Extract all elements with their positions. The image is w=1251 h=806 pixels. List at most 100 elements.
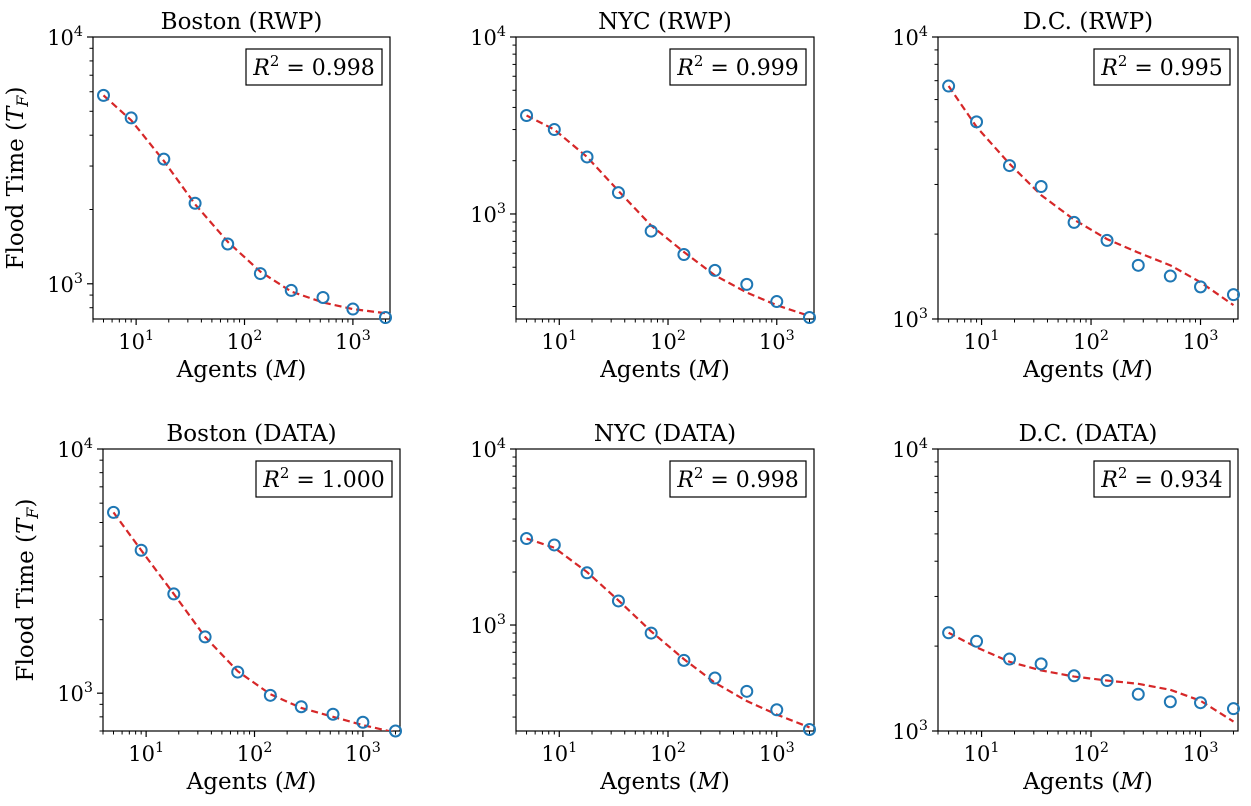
data-point bbox=[740, 684, 754, 698]
data-point bbox=[942, 79, 956, 93]
r2-annotation: R2 = 0.999 bbox=[669, 48, 807, 86]
r2-annotation: R2 = 0.934 bbox=[1093, 460, 1231, 498]
plot-area bbox=[526, 537, 810, 729]
r2-box bbox=[1093, 460, 1231, 498]
data-point bbox=[802, 311, 816, 325]
data-point bbox=[167, 587, 181, 601]
data-point bbox=[1100, 674, 1114, 688]
data-point bbox=[580, 150, 594, 164]
data-point bbox=[124, 111, 138, 125]
data-point bbox=[134, 543, 148, 557]
r2-label: R2 = 0.995 bbox=[1100, 52, 1223, 81]
subplot-title: D.C. (RWP) bbox=[1023, 9, 1153, 35]
x-axis-label: Agents (M) bbox=[1022, 769, 1153, 795]
data-point bbox=[677, 248, 691, 262]
data-point bbox=[1194, 696, 1208, 710]
subplot-title: NYC (DATA) bbox=[594, 421, 736, 447]
data-point bbox=[1034, 180, 1048, 194]
data-point bbox=[1163, 269, 1177, 283]
x-tick-label: 103 bbox=[335, 328, 371, 354]
data-point bbox=[644, 626, 658, 640]
data-point bbox=[1226, 702, 1240, 716]
x-tick-label: 101 bbox=[541, 328, 577, 354]
data-point bbox=[253, 267, 267, 281]
data-point bbox=[520, 109, 534, 123]
x-axis-label: Agents (M) bbox=[1022, 357, 1153, 383]
subplot-2: NYC (RWP) 101 102 103 103 104 Agents (M) R2 = 0… bbox=[470, 9, 816, 383]
subplot-4: Boston (DATA) 101 102 103 103 104 Agents (M) Fl… bbox=[13, 421, 403, 795]
data-point bbox=[356, 715, 370, 729]
x-tick-label: 101 bbox=[964, 740, 1000, 766]
data-point bbox=[520, 532, 534, 546]
axes-frame bbox=[515, 36, 815, 320]
y-tick-label: 104 bbox=[892, 436, 928, 462]
data-point bbox=[970, 115, 984, 129]
axes-frame bbox=[937, 448, 1239, 732]
data-point bbox=[1100, 233, 1114, 247]
data-point bbox=[547, 123, 561, 137]
data-point bbox=[1067, 215, 1081, 229]
r2-label: R2 = 1.000 bbox=[262, 464, 385, 493]
data-point bbox=[389, 724, 403, 738]
data-point bbox=[294, 700, 308, 714]
data-point bbox=[770, 295, 784, 309]
data-point bbox=[1131, 258, 1145, 272]
data-point bbox=[221, 237, 235, 251]
y-axis-label: Flood Time (TF) bbox=[13, 499, 42, 682]
data-point bbox=[379, 311, 393, 325]
x-tick-label: 103 bbox=[345, 740, 381, 766]
data-point bbox=[677, 653, 691, 667]
x-tick-label: 103 bbox=[1183, 740, 1219, 766]
data-point bbox=[326, 707, 340, 721]
data-point bbox=[316, 290, 330, 304]
x-tick-label: 101 bbox=[118, 328, 154, 354]
data-point bbox=[284, 283, 298, 297]
plot-area bbox=[948, 631, 1235, 723]
data-point bbox=[644, 224, 658, 238]
y-tick-label: 104 bbox=[470, 24, 506, 50]
axes-frame bbox=[937, 36, 1239, 320]
axes-frame bbox=[92, 36, 391, 320]
x-tick-label: 102 bbox=[650, 740, 686, 766]
axes-frame bbox=[515, 448, 815, 732]
data-point bbox=[708, 263, 722, 277]
data-point bbox=[1067, 669, 1081, 683]
subplot-title: D.C. (DATA) bbox=[1019, 421, 1158, 447]
r2-annotation: R2 = 0.995 bbox=[1093, 48, 1231, 86]
plot-area bbox=[102, 94, 386, 315]
axes-frame bbox=[102, 448, 401, 732]
plot-area bbox=[526, 114, 810, 318]
x-axis-label: Agents (M) bbox=[599, 769, 730, 795]
data-point bbox=[611, 594, 625, 608]
subplot-6: D.C. (DATA) 101 102 103 103 104 Agents (M) R2 =… bbox=[892, 421, 1240, 795]
data-point bbox=[970, 634, 984, 648]
data-point bbox=[1194, 280, 1208, 294]
y-axis-label: Flood Time (TF) bbox=[3, 87, 32, 270]
data-point bbox=[740, 277, 754, 291]
x-tick-label: 103 bbox=[759, 328, 795, 354]
data-point bbox=[942, 626, 956, 640]
y-tick-label: 103 bbox=[47, 271, 83, 297]
data-point bbox=[770, 703, 784, 717]
data-point bbox=[1003, 159, 1017, 173]
data-point bbox=[1003, 652, 1017, 666]
y-tick-label: 104 bbox=[47, 24, 83, 50]
fit-line bbox=[526, 537, 810, 729]
fit-line bbox=[112, 511, 394, 731]
data-point bbox=[580, 566, 594, 580]
data-point bbox=[198, 630, 212, 644]
data-point bbox=[1226, 288, 1240, 302]
data-point bbox=[107, 505, 121, 519]
x-tick-label: 103 bbox=[759, 740, 795, 766]
subplot-title: Boston (RWP) bbox=[161, 9, 323, 35]
y-tick-label: 104 bbox=[892, 24, 928, 50]
y-tick-label: 103 bbox=[470, 612, 506, 638]
r2-box bbox=[669, 460, 807, 498]
x-tick-label: 103 bbox=[1183, 328, 1219, 354]
x-tick-label: 102 bbox=[1073, 740, 1109, 766]
fit-line bbox=[102, 94, 386, 315]
fit-line bbox=[948, 631, 1235, 723]
data-point bbox=[231, 665, 245, 679]
y-tick-label: 103 bbox=[470, 201, 506, 227]
